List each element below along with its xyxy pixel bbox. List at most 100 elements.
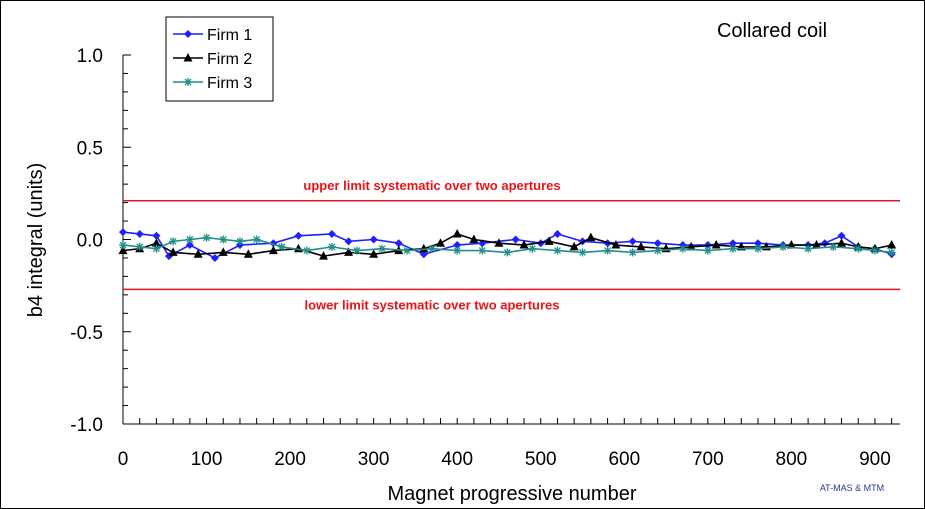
data-point (169, 237, 178, 246)
y-ticks: 1.0 0.5 0.0 -0.5 -1.0 (70, 46, 131, 436)
data-point (344, 237, 353, 246)
data-point (453, 241, 462, 250)
chart-title: Collared coil (717, 20, 827, 42)
data-point (428, 244, 437, 253)
data-point (711, 240, 721, 249)
credit-label: AT-MAS & MTM (820, 483, 884, 493)
data-point (268, 245, 278, 255)
data-point (603, 246, 612, 255)
y-tick-label: 0.0 (77, 231, 103, 252)
data-point (779, 242, 788, 251)
x-tick-label: 400 (441, 449, 473, 470)
data-point (519, 240, 529, 249)
data-point (553, 229, 562, 238)
data-point (119, 241, 127, 250)
data-point (344, 247, 354, 256)
data-point (628, 248, 637, 257)
data-point (119, 228, 127, 237)
data-point (202, 233, 211, 242)
data-point (302, 246, 311, 255)
data-point (887, 248, 896, 257)
x-tick-label: 300 (358, 449, 390, 470)
data-point (804, 244, 813, 253)
y-axis-title: b4 integral (units) (25, 163, 47, 318)
series-firm-3 (119, 233, 896, 257)
data-point (378, 244, 386, 253)
data-point (135, 242, 144, 251)
x-tick-label: 800 (776, 449, 808, 470)
data-point (887, 240, 897, 249)
data-point (653, 246, 662, 255)
data-point (636, 241, 646, 251)
data-point (686, 241, 696, 251)
x-tick-label: 100 (191, 449, 223, 470)
x-tick-label: 0 (118, 449, 129, 470)
data-point (252, 235, 261, 244)
x-tick-label: 900 (859, 449, 891, 470)
data-point (728, 239, 737, 248)
legend-entry: Firm 3 (173, 75, 252, 92)
data-point (586, 232, 596, 242)
data-point (152, 244, 161, 253)
data-point (837, 238, 847, 247)
data-point (184, 78, 192, 86)
lower-limit-label: lower limit systematic over two aperture… (304, 297, 559, 312)
data-point (152, 231, 161, 240)
data-point (135, 229, 144, 238)
data-point (185, 241, 194, 250)
legend-box (165, 16, 274, 102)
data-point (185, 235, 194, 244)
data-point (369, 249, 379, 258)
data-point (837, 231, 846, 240)
data-point (210, 253, 219, 262)
data-point (219, 235, 228, 244)
data-point (478, 246, 487, 255)
data-point (569, 241, 579, 251)
data-point (452, 228, 462, 238)
data-point (168, 247, 178, 256)
series-group (118, 228, 897, 262)
limit-lines: upper limit systematic over two aperture… (123, 178, 900, 312)
data-point (319, 251, 329, 260)
data-point (164, 252, 173, 261)
legend-label: Firm 3 (207, 75, 252, 92)
data-point (151, 238, 161, 247)
x-tick-label: 700 (692, 449, 724, 470)
data-point (469, 234, 479, 243)
data-point (870, 246, 879, 255)
data-point (753, 244, 762, 253)
data-point (183, 53, 193, 62)
data-point (511, 235, 520, 244)
data-point (118, 245, 128, 255)
data-point (294, 231, 303, 240)
data-point (403, 246, 412, 255)
x-tick-label: 600 (608, 449, 640, 470)
legend-entry: Firm 1 (173, 27, 252, 44)
legend-entry: Firm 2 (173, 51, 252, 68)
data-point (528, 244, 537, 253)
legend-label: Firm 2 (207, 51, 252, 68)
data-point (753, 239, 762, 248)
y-tick-label: 1.0 (77, 46, 103, 67)
data-point (419, 250, 428, 259)
data-point (218, 247, 228, 256)
data-point (435, 238, 445, 247)
upper-limit-label: upper limit systematic over two aperture… (303, 178, 560, 193)
data-point (678, 244, 687, 253)
x-ticks: 0 100 200 300 400 500 600 700 800 900 (118, 418, 893, 470)
y-tick-label: 0.5 (77, 138, 103, 159)
data-point (369, 235, 378, 244)
data-point (503, 248, 512, 257)
data-point (235, 237, 244, 246)
data-point (611, 240, 621, 249)
y-tick-label: -1.0 (70, 415, 103, 436)
data-point (243, 249, 253, 258)
data-point (829, 242, 838, 251)
data-point (653, 239, 662, 248)
data-point (193, 249, 203, 258)
data-point (327, 242, 336, 251)
y-tick-label: -0.5 (70, 323, 103, 344)
legend-label: Firm 1 (207, 27, 252, 44)
data-point (494, 238, 504, 247)
